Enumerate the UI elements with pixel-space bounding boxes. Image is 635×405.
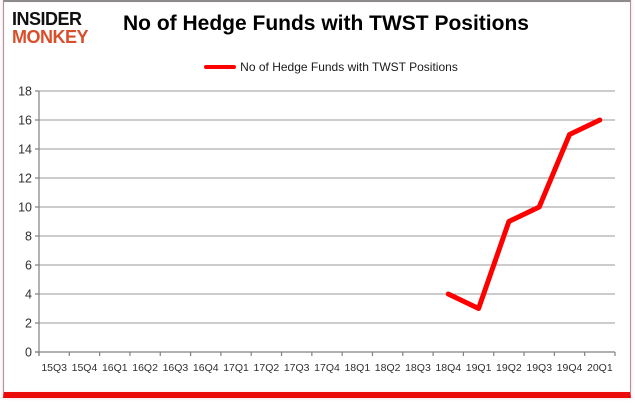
x-tick-label: 15Q3 xyxy=(41,362,67,374)
y-tick-label: 2 xyxy=(25,317,32,331)
x-tick-label: 19Q1 xyxy=(466,362,492,374)
legend-label: No of Hedge Funds with TWST Positions xyxy=(240,60,458,74)
logo-text-monkey: MONKEY xyxy=(12,26,89,47)
x-tick-label: 18Q2 xyxy=(375,362,401,374)
y-tick-label: 18 xyxy=(18,85,32,99)
x-tick-label: 18Q4 xyxy=(435,362,461,374)
x-tick-label: 17Q1 xyxy=(223,362,249,374)
y-tick-label: 8 xyxy=(25,230,32,244)
y-tick-label: 0 xyxy=(25,346,32,360)
y-tick-label: 14 xyxy=(18,143,32,157)
x-tick-label: 17Q3 xyxy=(284,362,310,374)
x-tick-label: 19Q2 xyxy=(496,362,522,374)
x-tick-label: 17Q4 xyxy=(314,362,340,374)
chart-title: No of Hedge Funds with TWST Positions xyxy=(123,12,529,35)
x-tick-label: 19Q3 xyxy=(526,362,552,374)
chart-frame: INSIDER MONKEY No of Hedge Funds with TW… xyxy=(3,0,631,398)
legend-line-marker xyxy=(204,65,237,69)
y-tick-label: 10 xyxy=(18,201,32,215)
x-tick-label: 16Q2 xyxy=(132,362,158,374)
x-tick-label: 18Q3 xyxy=(405,362,431,374)
x-tick-label: 18Q1 xyxy=(344,362,370,374)
legend: No of Hedge Funds with TWST Positions xyxy=(43,59,619,75)
logo-text-insider: INSIDER xyxy=(12,9,82,29)
y-tick-label: 6 xyxy=(25,259,32,273)
x-tick-label: 16Q4 xyxy=(193,362,219,374)
insider-monkey-logo: INSIDER MONKEY xyxy=(12,9,122,47)
y-tick-label: 4 xyxy=(25,288,32,302)
x-tick-label: 16Q1 xyxy=(102,362,128,374)
x-tick-label: 17Q2 xyxy=(254,362,280,374)
x-tick-label: 19Q4 xyxy=(557,362,583,374)
x-tick-label: 16Q3 xyxy=(163,362,189,374)
series-line xyxy=(445,117,603,311)
y-tick-label: 16 xyxy=(18,114,32,128)
x-tick-label: 20Q1 xyxy=(587,362,613,374)
x-tick-label: 15Q4 xyxy=(72,362,98,374)
y-tick-label: 12 xyxy=(18,172,32,186)
